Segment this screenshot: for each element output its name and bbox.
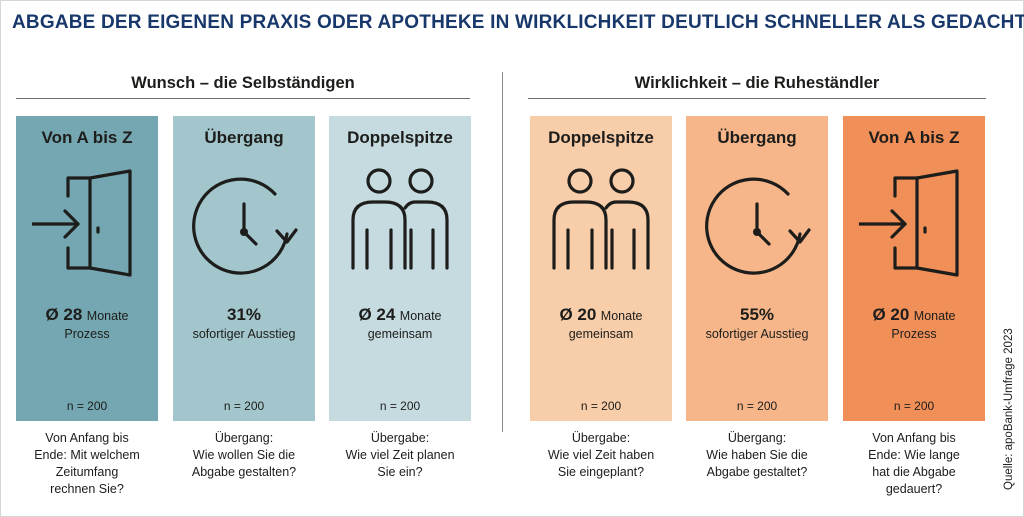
card-heading: Doppelspitze — [347, 128, 453, 147]
question-line: Abgabe gestalten? — [191, 465, 297, 479]
section-title-right: Wirklichkeit – die Ruheständler — [634, 74, 880, 92]
card-stat: Ø 20 Monate Prozess — [843, 306, 985, 343]
question-uebergang-wirklichkeit: Übergang: Wie haben Sie die Abgabe gesta… — [686, 430, 828, 481]
question-line: Übergang: — [214, 431, 274, 445]
question-line: Von Anfang bis — [45, 431, 129, 445]
question-line: Übergang: — [727, 431, 787, 445]
question-uebergang-wunsch: Übergang: Wie wollen Sie die Abgabe gest… — [173, 430, 315, 481]
card-uebergang-wirklichkeit: Übergang 55% sofortiger Ausstieg n = 200 — [686, 116, 828, 421]
stat-value: Ø 24 — [358, 305, 396, 324]
question-line: Wie haben Sie die — [706, 448, 808, 462]
door-enter-icon — [857, 168, 969, 283]
stat-value: 31% — [226, 305, 262, 324]
sample-size: n = 200 — [379, 399, 421, 413]
stat-unit: Monate — [913, 309, 956, 323]
sample-size: n = 200 — [580, 399, 622, 413]
card-heading: Von A bis Z — [868, 128, 960, 147]
stat-value: Ø 20 — [559, 305, 597, 324]
card-doppelspitze-wirklichkeit: Doppelspitze Ø 20 Monate gemeinsam n = 2… — [530, 116, 672, 421]
source-note: Quelle: apoBank-Umfrage 2023 — [1003, 328, 1015, 490]
stat-value: Ø 28 — [45, 305, 83, 324]
stat-value: Ø 20 — [872, 305, 910, 324]
stat-label: Prozess — [64, 327, 110, 341]
card-heading: Von A bis Z — [41, 128, 133, 147]
sample-size: n = 200 — [736, 399, 778, 413]
card-stat: Ø 20 Monate gemeinsam — [530, 306, 672, 343]
two-people-icon — [546, 168, 656, 283]
two-people-icon — [345, 168, 455, 283]
question-line: Ende: Mit welchem — [34, 448, 140, 462]
question-line: Übergabe: — [370, 431, 430, 445]
stat-label: sofortiger Ausstieg — [192, 327, 296, 341]
question-line: Übergabe: — [571, 431, 631, 445]
card-stat: 31% sofortiger Ausstieg — [173, 306, 315, 343]
card-heading: Übergang — [204, 128, 284, 147]
stat-unit: Monate — [399, 309, 442, 323]
card-doppelspitze-wunsch: Doppelspitze Ø 24 Monate gemeinsam n = 2… — [329, 116, 471, 421]
question-von-a-bis-z-wirklichkeit: Von Anfang bis Ende: Wie lange hat die A… — [843, 430, 985, 498]
question-doppelspitze-wunsch: Übergabe: Wie viel Zeit planen Sie ein? — [329, 430, 471, 481]
section-rule-left — [16, 98, 470, 99]
stat-unit: Monate — [86, 309, 129, 323]
card-stat: Ø 28 Monate Prozess — [16, 306, 158, 343]
question-line: Wie viel Zeit haben — [547, 448, 655, 462]
question-line: Wie viel Zeit planen — [345, 448, 455, 462]
question-line: Sie eingeplant? — [557, 465, 645, 479]
page-title: ABGABE DER EIGENEN PRAXIS ODER APOTHEKE … — [12, 12, 1024, 33]
sample-size: n = 200 — [893, 399, 935, 413]
stat-value: 55% — [739, 305, 775, 324]
card-stat: Ø 24 Monate gemeinsam — [329, 306, 471, 343]
card-uebergang-wunsch: Übergang 31% sofortiger Ausstieg n = 200 — [173, 116, 315, 421]
card-stat: 55% sofortiger Ausstieg — [686, 306, 828, 343]
sample-size: n = 200 — [66, 399, 108, 413]
question-line: hat die Abgabe — [872, 465, 956, 479]
question-line: Sie ein? — [377, 465, 423, 479]
card-heading: Doppelspitze — [548, 128, 654, 147]
question-line: Zeitumfang — [55, 465, 119, 479]
question-von-a-bis-z-wunsch: Von Anfang bis Ende: Mit welchem Zeitumf… — [16, 430, 158, 498]
section-rule-right — [528, 98, 986, 99]
question-line: Abgabe gestaltet? — [706, 465, 808, 479]
stat-unit: Monate — [600, 309, 643, 323]
stat-label: Prozess — [891, 327, 937, 341]
question-line: Wie wollen Sie die — [192, 448, 296, 462]
card-von-a-bis-z-wirklichkeit: Von A bis Z Ø 20 Monate Prozess n = 200 — [843, 116, 985, 421]
stat-label: gemeinsam — [568, 327, 634, 341]
card-von-a-bis-z-wunsch: Von A bis Z Ø 28 Monate Prozess n = 200 — [16, 116, 158, 421]
question-line: Ende: Wie lange — [868, 448, 960, 462]
stat-label: sofortiger Ausstieg — [705, 327, 809, 341]
question-line: gedauert? — [885, 482, 943, 496]
question-doppelspitze-wirklichkeit: Übergabe: Wie viel Zeit haben Sie eingep… — [530, 430, 672, 481]
question-line: rechnen Sie? — [50, 482, 124, 496]
sample-size: n = 200 — [223, 399, 265, 413]
door-enter-icon — [30, 168, 142, 283]
question-line: Von Anfang bis — [872, 431, 956, 445]
section-divider — [502, 72, 503, 432]
clock-icon — [702, 168, 812, 283]
section-title-left: Wunsch – die Selbständigen — [131, 74, 355, 92]
clock-icon — [189, 168, 299, 283]
card-heading: Übergang — [717, 128, 797, 147]
stat-label: gemeinsam — [367, 327, 433, 341]
